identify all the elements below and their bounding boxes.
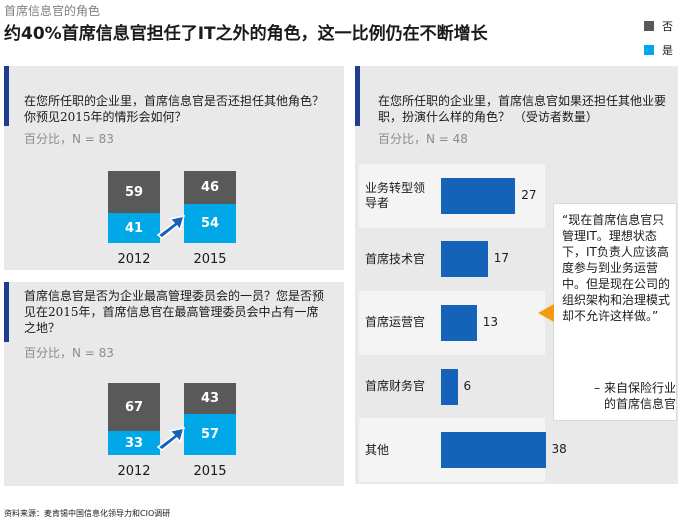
legend-yes: 是 — [644, 42, 673, 58]
legend-no-label: 否 — [662, 20, 673, 33]
chart2-trend-arrow-icon — [156, 427, 186, 451]
chart2-bar-yes-2012: 33 — [108, 431, 160, 455]
quote-box — [553, 203, 677, 421]
hbar-value-label: 38 — [551, 442, 567, 457]
panel-right-meta: 百分比，N = 48 — [378, 132, 468, 146]
hbar-category-label: 首席财务官 — [365, 379, 426, 394]
horizontal-bar-chart: 业务转型领导者 27 首席技术官 17 首席运营官 13 首席财务官 6 其他 38 — [359, 164, 567, 482]
hbar-category-label: 业务转型领导者 — [365, 180, 426, 210]
legend-no-swatch — [644, 21, 654, 31]
chart2-bar-yes-2015: 57 — [184, 413, 236, 455]
panel-right-question: 在您所任职的企业里，首席信息官如果还担任其他业要职，扮演什么样的角色？ （受访者… — [378, 94, 667, 124]
stacked-chart-top-left: 59 41 2012 46 54 2015 — [108, 166, 248, 270]
hbar-value-label: 17 — [493, 251, 510, 266]
hbar-value-label: 13 — [482, 315, 499, 329]
chart1-bar-yes-2015: 54 — [184, 204, 236, 243]
panel-bottom-left-meta: 百分比，N = 83 — [24, 346, 114, 360]
chart2-year-label-2015: 2015 — [193, 464, 227, 479]
chart1-bar-no-2015: 46 — [184, 171, 236, 205]
hbar-bar — [441, 305, 477, 341]
hbar-category-label: 首席技术官 — [365, 251, 426, 266]
panel-right-accent — [355, 66, 360, 126]
panel-top-left-accent — [4, 66, 9, 126]
panel-bottom-left — [4, 282, 344, 486]
page-title: 约40%首席信息官担任了IT之外的角色，这一比例仍在不断增长 — [4, 24, 488, 44]
chart1-year-label-2015: 2015 — [193, 252, 227, 267]
page-subtitle: 首席信息官的角色 — [4, 4, 101, 18]
stacked-chart-bottom-left: 67 33 2012 43 57 2015 — [108, 378, 248, 482]
hbar-bar — [441, 432, 546, 469]
legend-yes-swatch — [644, 45, 654, 55]
panel-top-left — [4, 66, 344, 270]
hbar-value-label: 27 — [521, 187, 537, 202]
chart2-year-label-2012: 2012 — [117, 464, 151, 479]
hbar-bar — [441, 241, 488, 278]
hbar-category-label: 首席运营官 — [365, 315, 426, 330]
quote-text: “现在首席信息官只管理IT。理想状态下，IT负责人应该高度参与到业务运营中。但是… — [562, 213, 671, 323]
hbar-category-label: 其他 — [365, 442, 390, 457]
chart1-bar-no-2012: 59 — [108, 171, 160, 214]
quote-pointer-icon — [538, 304, 554, 322]
chart2-bar-no-2015: 43 — [184, 383, 236, 414]
chart2-bar-no-2012: 67 — [108, 383, 160, 432]
hbar-bar — [441, 177, 516, 214]
hbar-value-label: 6 — [463, 378, 472, 393]
panel-top-left-meta: 百分比，N = 83 — [24, 132, 114, 146]
panel-bottom-left-question: 首席信息官是否为企业最高管理委员会的一员？您是否预见在2015年，首席信息官在最… — [24, 289, 325, 335]
chart1-year-label-2012: 2012 — [117, 252, 151, 267]
legend-yes-label: 是 — [662, 44, 673, 57]
legend-no: 否 — [644, 18, 673, 34]
panel-bottom-left-accent — [4, 282, 9, 342]
source-note: 资料来源：麦肯锡中国信息化领导力和CIO调研 — [4, 509, 171, 518]
quote-attribution: – 来自保险行业的首席信息官 — [594, 381, 676, 411]
hbar-bar — [441, 368, 458, 405]
chart1-bar-yes-2012: 41 — [108, 213, 160, 243]
panel-top-left-question: 在您所任职的企业里，首席信息官是否还担任其他角色？ 你预见2015年的情形会如何… — [24, 94, 325, 124]
chart1-trend-arrow-icon — [156, 215, 186, 239]
